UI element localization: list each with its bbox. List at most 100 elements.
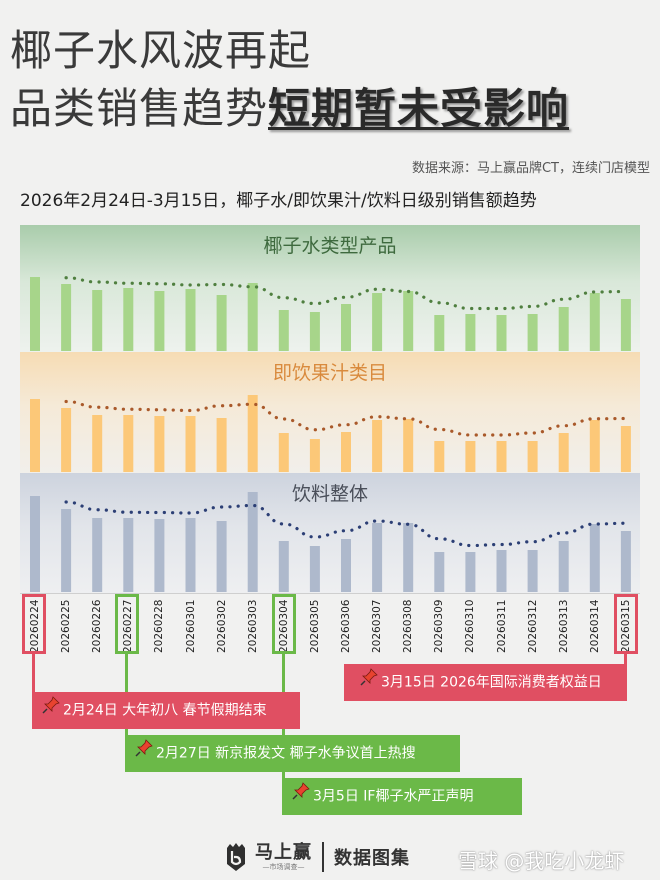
x-tick-label: 20260311 bbox=[495, 599, 508, 653]
footer-title: 数据图集 bbox=[334, 848, 410, 869]
bar bbox=[309, 546, 320, 592]
panel-label-juice: 即饮果汁类目 bbox=[272, 362, 387, 384]
brand-name: 马上赢 bbox=[255, 841, 312, 863]
x-tick-label: 20260303 bbox=[246, 599, 259, 653]
x-tick-label: 20260309 bbox=[433, 599, 446, 653]
connector-0224 bbox=[32, 654, 35, 698]
bar-chart bbox=[30, 276, 631, 592]
bar bbox=[247, 395, 258, 472]
bar bbox=[496, 441, 507, 472]
bar bbox=[92, 290, 103, 351]
highlight-box-0315 bbox=[614, 594, 638, 654]
trend-line bbox=[64, 399, 628, 437]
bar bbox=[216, 418, 227, 472]
bar bbox=[309, 439, 320, 472]
bar bbox=[558, 541, 569, 592]
data-source: 数据来源：马上赢品牌CT，连续门店模型 bbox=[411, 161, 650, 176]
bar bbox=[372, 420, 383, 472]
bar bbox=[61, 509, 72, 592]
bar bbox=[403, 523, 414, 592]
bar bbox=[620, 426, 631, 472]
connector-0315 bbox=[624, 654, 627, 666]
highlight-box-0304 bbox=[272, 594, 296, 654]
bar bbox=[185, 289, 196, 351]
panel-label-coconut-water: 椰子水类型产品 bbox=[263, 235, 397, 257]
event-0224: 2月24日 大年初八 春节假期结束 bbox=[32, 692, 300, 729]
footer-divider bbox=[322, 842, 324, 872]
bar bbox=[185, 416, 196, 472]
brand: 马上赢 —市场调查— bbox=[255, 841, 312, 872]
x-tick-label: 20260228 bbox=[153, 599, 166, 653]
bar bbox=[154, 416, 165, 472]
bar bbox=[30, 277, 40, 351]
bar bbox=[589, 524, 600, 592]
bar bbox=[465, 552, 476, 592]
x-tick-label: 20260314 bbox=[588, 599, 601, 653]
bar bbox=[496, 315, 507, 351]
pushpin-icon bbox=[360, 664, 378, 701]
x-tick-label: 20260302 bbox=[215, 599, 228, 653]
x-tick-label: 20260310 bbox=[464, 599, 477, 653]
bar bbox=[123, 288, 134, 351]
bar bbox=[61, 408, 72, 472]
bar bbox=[61, 284, 72, 351]
x-tick-label: 20260312 bbox=[526, 599, 539, 653]
bar bbox=[465, 441, 476, 472]
bar bbox=[341, 432, 351, 472]
bar bbox=[341, 304, 351, 351]
bar bbox=[620, 531, 631, 592]
title-line-2: 品类销售趋势短期暂未受影响 bbox=[10, 84, 569, 134]
bar bbox=[154, 519, 165, 592]
trend-line bbox=[64, 276, 628, 311]
pushpin-icon bbox=[135, 735, 153, 772]
bar bbox=[247, 283, 258, 351]
bar bbox=[30, 496, 40, 592]
bar bbox=[372, 293, 383, 351]
panel-label-beverage: 饮料整体 bbox=[291, 483, 368, 505]
brand-shield-logo-icon bbox=[225, 842, 247, 872]
x-tick-label: 20260301 bbox=[184, 599, 197, 653]
bar bbox=[620, 299, 631, 351]
event-0315: 3月15日 2026年国际消费者权益日 bbox=[344, 664, 627, 701]
bar bbox=[216, 295, 227, 351]
x-tick-label: 20260313 bbox=[557, 599, 570, 653]
bar bbox=[216, 521, 227, 592]
x-tick-label: 20260308 bbox=[402, 599, 415, 653]
x-tick-label: 20260306 bbox=[340, 599, 352, 653]
title-line-2-plain: 品类销售趋势 bbox=[10, 84, 269, 133]
bar bbox=[558, 307, 569, 351]
bar bbox=[527, 314, 538, 351]
x-tick-label: 20260307 bbox=[371, 599, 384, 653]
bar bbox=[30, 399, 40, 472]
highlight-box-0227 bbox=[115, 594, 139, 654]
bar bbox=[589, 420, 600, 472]
pushpin-icon bbox=[42, 692, 60, 729]
bar bbox=[185, 518, 196, 592]
bar bbox=[372, 523, 383, 592]
bar bbox=[589, 293, 600, 351]
x-axis-line bbox=[20, 593, 640, 594]
event-0227: 2月27日 新京报发文 椰子水争议首上热搜 bbox=[125, 735, 460, 772]
highlight-box-0224 bbox=[22, 594, 46, 654]
title-line-2-highlight: 短期暂未受影响 bbox=[268, 84, 570, 133]
bar bbox=[403, 419, 414, 472]
trend-line bbox=[64, 500, 628, 548]
bar bbox=[434, 552, 445, 592]
bar bbox=[123, 518, 134, 592]
bar bbox=[92, 415, 103, 472]
bar bbox=[123, 415, 134, 472]
bar bbox=[434, 315, 445, 351]
bar bbox=[527, 441, 538, 472]
bar bbox=[496, 550, 507, 592]
bar bbox=[465, 314, 476, 351]
x-tick-label: 20260226 bbox=[91, 599, 104, 653]
pushpin-icon bbox=[292, 778, 310, 815]
bar bbox=[434, 441, 445, 472]
watermark: 雪球 @我吃小龙虾 bbox=[458, 849, 625, 873]
bar bbox=[341, 539, 351, 592]
bar bbox=[309, 312, 320, 351]
bar bbox=[92, 518, 103, 592]
title-line-1: 椰子水风波再起 bbox=[10, 26, 312, 75]
chart-subtitle: 2026年2月24日-3月15日，椰子水/即饮果汁/饮料日级别销售额趋势 bbox=[20, 191, 537, 211]
event-0305: 3月5日 IF椰子水严正声明 bbox=[282, 778, 522, 815]
